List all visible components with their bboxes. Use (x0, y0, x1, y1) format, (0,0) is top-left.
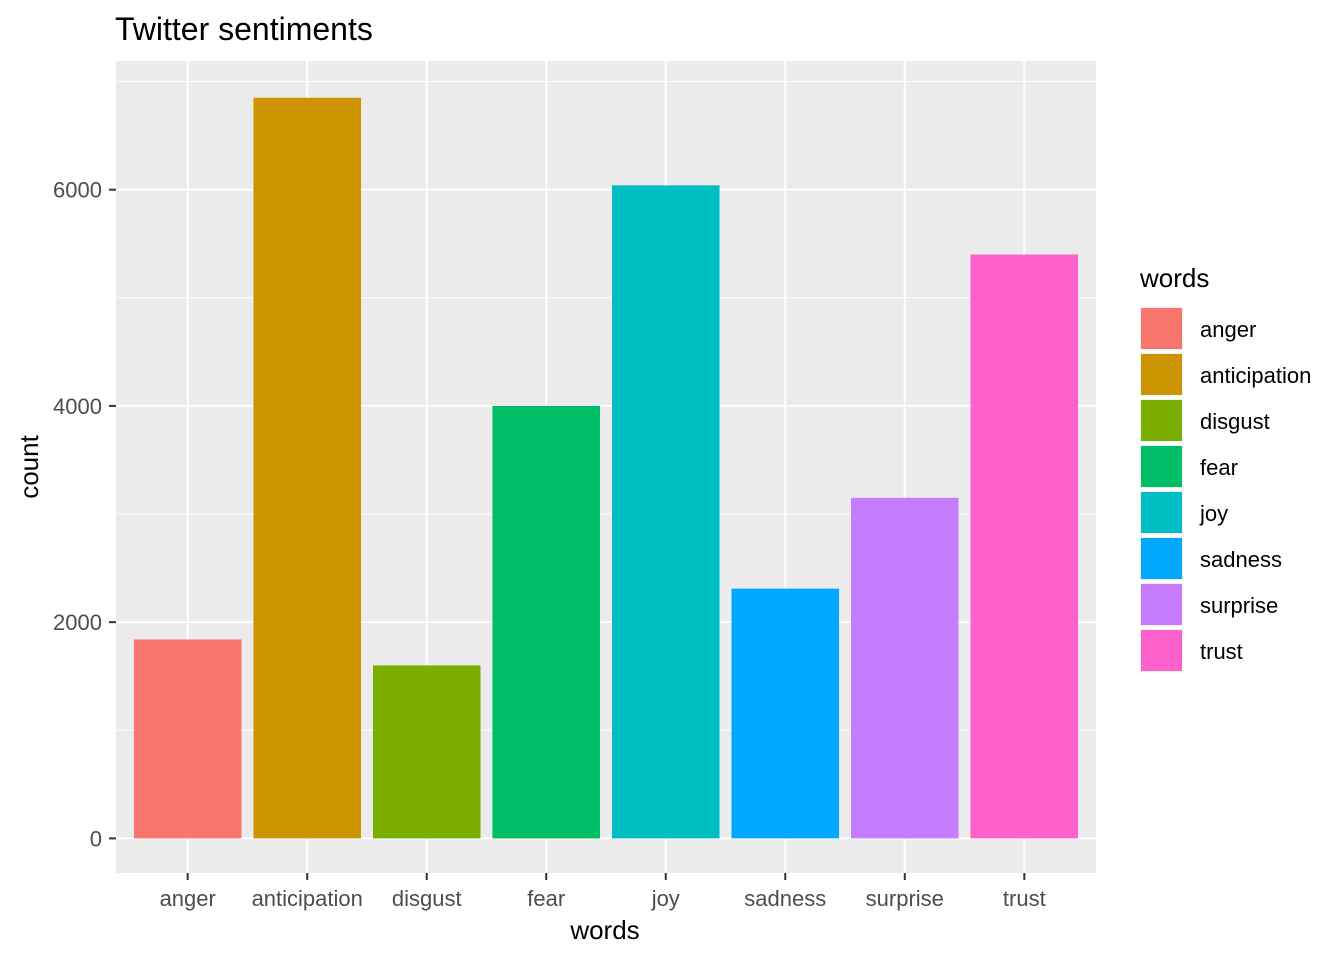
bar-disgust (372, 665, 481, 839)
y-tick-label: 0 (90, 826, 102, 851)
bar-sadness (731, 588, 840, 839)
y-tick-label: 2000 (53, 610, 102, 635)
bar-joy (611, 185, 720, 839)
x-axis-title: words (569, 915, 639, 945)
legend-label-surprise: surprise (1200, 593, 1278, 618)
y-axis: 0 2000 4000 6000 (53, 178, 116, 851)
bar-fear (492, 405, 601, 839)
legend-label-joy: joy (1199, 501, 1228, 526)
legend-label-fear: fear (1200, 455, 1238, 480)
x-tick-label: surprise (866, 886, 944, 911)
x-tick-label: sadness (744, 886, 826, 911)
legend-title: words (1139, 263, 1209, 293)
y-tick-label: 4000 (53, 394, 102, 419)
x-axis: anger anticipation disgust fear joy sadness su… (160, 873, 1046, 911)
y-tick-label: 6000 (53, 178, 102, 203)
bar-trust (970, 254, 1079, 839)
y-axis-title: count (14, 434, 44, 498)
x-tick-label: trust (1003, 886, 1046, 911)
x-tick-label: anger (160, 886, 216, 911)
legend-swatch-anger (1141, 308, 1182, 349)
x-tick-label: fear (527, 886, 565, 911)
legend-label-anger: anger (1200, 317, 1256, 342)
x-tick-label: joy (651, 886, 680, 911)
legend-swatch-joy (1141, 492, 1182, 533)
legend-swatch-disgust (1141, 400, 1182, 441)
x-tick-label: anticipation (252, 886, 363, 911)
bar-anticipation (253, 97, 361, 839)
legend: words anger anticipation disgust fear joy sad… (1139, 263, 1311, 672)
legend-swatch-sadness (1141, 538, 1182, 579)
legend-swatch-anticipation (1141, 354, 1182, 395)
chart-title: Twitter sentiments (115, 11, 373, 47)
legend-label-disgust: disgust (1200, 409, 1270, 434)
legend-items: anger anticipation disgust fear joy sadness su… (1140, 307, 1311, 672)
bars (133, 97, 1079, 839)
x-tick-label: disgust (392, 886, 462, 911)
bar-anger (133, 639, 242, 839)
legend-label-sadness: sadness (1200, 547, 1282, 572)
legend-swatch-trust (1141, 630, 1182, 671)
legend-label-anticipation: anticipation (1200, 363, 1311, 388)
bar-surprise (851, 497, 959, 839)
legend-swatch-surprise (1141, 584, 1182, 625)
legend-swatch-fear (1141, 446, 1182, 487)
legend-label-trust: trust (1200, 639, 1243, 664)
